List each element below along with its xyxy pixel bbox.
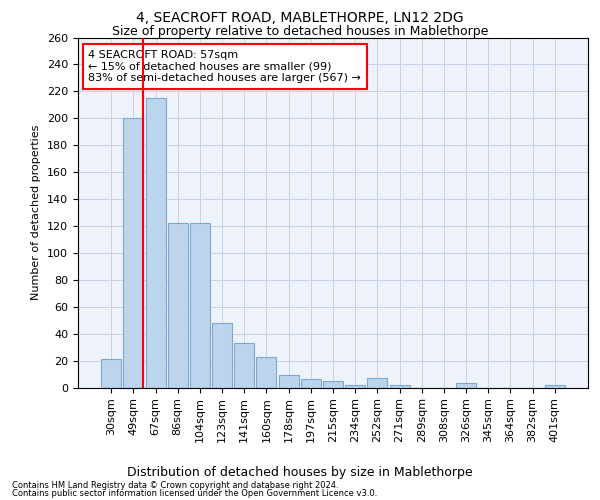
Text: Contains HM Land Registry data © Crown copyright and database right 2024.: Contains HM Land Registry data © Crown c… — [12, 481, 338, 490]
Bar — [146, 98, 166, 388]
Bar — [190, 224, 210, 388]
Text: Distribution of detached houses by size in Mablethorpe: Distribution of detached houses by size … — [127, 466, 473, 479]
Bar — [124, 118, 143, 388]
Bar — [389, 385, 410, 388]
Text: Contains public sector information licensed under the Open Government Licence v3: Contains public sector information licen… — [12, 488, 377, 498]
Bar — [323, 381, 343, 388]
Text: 4, SEACROFT ROAD, MABLETHORPE, LN12 2DG: 4, SEACROFT ROAD, MABLETHORPE, LN12 2DG — [136, 11, 464, 25]
Text: 4 SEACROFT ROAD: 57sqm
← 15% of detached houses are smaller (99)
83% of semi-det: 4 SEACROFT ROAD: 57sqm ← 15% of detached… — [88, 50, 361, 83]
Y-axis label: Number of detached properties: Number of detached properties — [31, 125, 41, 300]
Bar — [168, 224, 188, 388]
Bar — [101, 359, 121, 388]
Bar — [345, 385, 365, 388]
Bar — [301, 380, 321, 388]
Bar — [212, 323, 232, 388]
Bar — [256, 356, 277, 388]
Bar — [456, 384, 476, 388]
Bar — [278, 376, 299, 388]
Bar — [367, 378, 388, 388]
Bar — [234, 343, 254, 388]
Bar — [545, 385, 565, 388]
Text: Size of property relative to detached houses in Mablethorpe: Size of property relative to detached ho… — [112, 25, 488, 38]
